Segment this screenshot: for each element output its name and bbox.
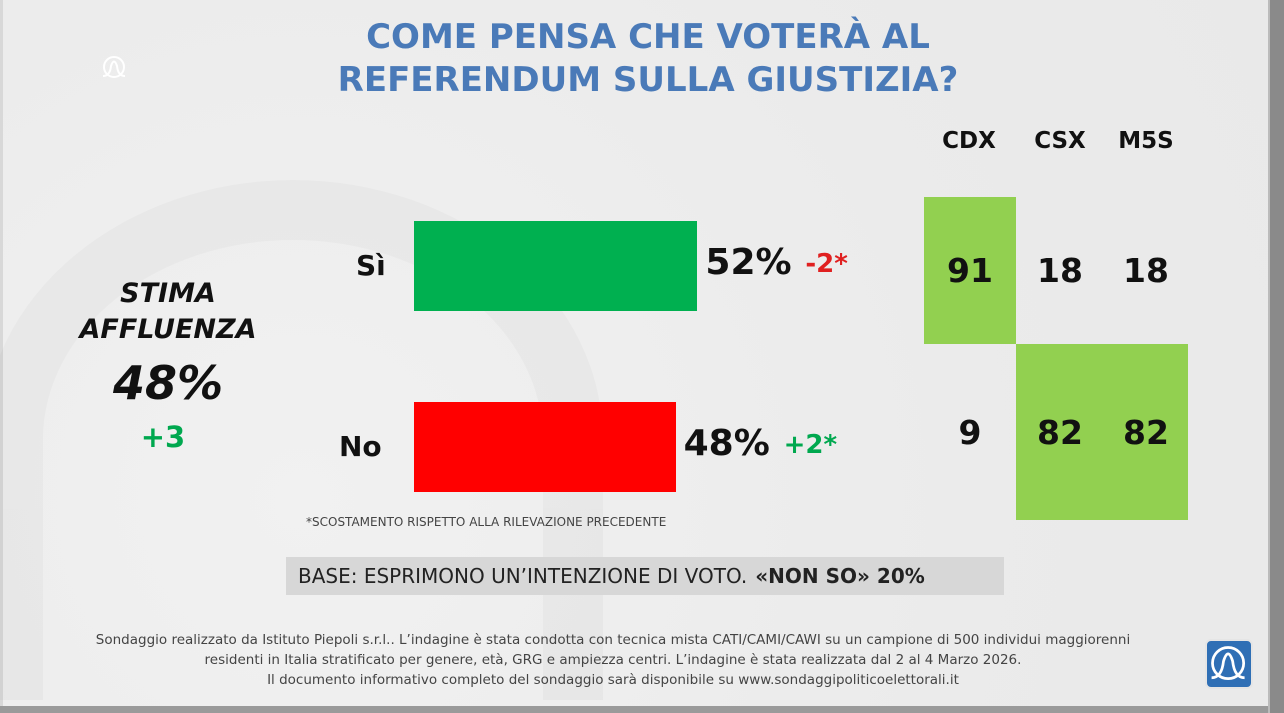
infographic: COME PENSA CHE VOTERÀ AL REFERENDUM SULL…	[0, 0, 1268, 706]
delta-label: +2*	[783, 430, 838, 460]
crosstab-cell: 82	[1104, 344, 1188, 520]
pollster-logo-icon	[1205, 639, 1253, 689]
base-box: BASE: ESPRIMONO UN’INTENZIONE DI VOTO. «…	[286, 557, 1004, 595]
col-header-csx: CSX	[1034, 128, 1086, 154]
chart-title: COME PENSA CHE VOTERÀ AL REFERENDUM SULL…	[303, 16, 993, 102]
crosstab-cell: 91	[924, 197, 1016, 344]
footer-line: residenti in Italia stratificato per gen…	[204, 652, 1022, 668]
col-header-m5s: M5S	[1118, 128, 1174, 154]
col-header-cdx: CDX	[942, 128, 996, 154]
footer-line: Sondaggio realizzato da Istituto Piepoli…	[95, 632, 1131, 648]
crosstab-cell: 18	[1123, 251, 1169, 290]
turnout-label-1: STIMA	[120, 278, 216, 309]
category-label: Sì	[356, 249, 386, 282]
category-label: No	[339, 430, 382, 463]
window-edge-bottom	[0, 706, 1268, 713]
turnout-delta: +3	[140, 420, 186, 454]
title-line-1: COME PENSA CHE VOTERÀ AL	[366, 17, 930, 57]
footer-line: Il documento informativo completo del so…	[267, 672, 959, 688]
turnout-label-2: AFFLUENZA	[79, 314, 257, 345]
turnout-value: 48%	[112, 356, 224, 410]
bar-si	[414, 221, 698, 311]
methodology-footer: Sondaggio realizzato da Istituto Piepoli…	[43, 630, 1183, 690]
title-line-2: REFERENDUM SULLA GIUSTIZIA?	[337, 60, 959, 100]
bar-no	[414, 402, 676, 492]
value-label: 48%	[683, 423, 770, 464]
crosstab-cell: 9	[958, 412, 982, 452]
non-so-text: «NON SO» 20%	[755, 564, 925, 588]
broadcaster-logo-icon	[102, 56, 126, 78]
value-label: 52%	[705, 242, 792, 283]
delta-label: -2*	[805, 249, 848, 279]
crosstab-cell: 18	[1037, 251, 1083, 290]
crosstab-cell: 82	[1016, 344, 1104, 520]
footnote: *SCOSTAMENTO RISPETTO ALLA RILEVAZIONE P…	[306, 515, 667, 529]
base-text: BASE: ESPRIMONO UN’INTENZIONE DI VOTO.	[298, 564, 748, 588]
window-edge-right	[1268, 0, 1284, 713]
